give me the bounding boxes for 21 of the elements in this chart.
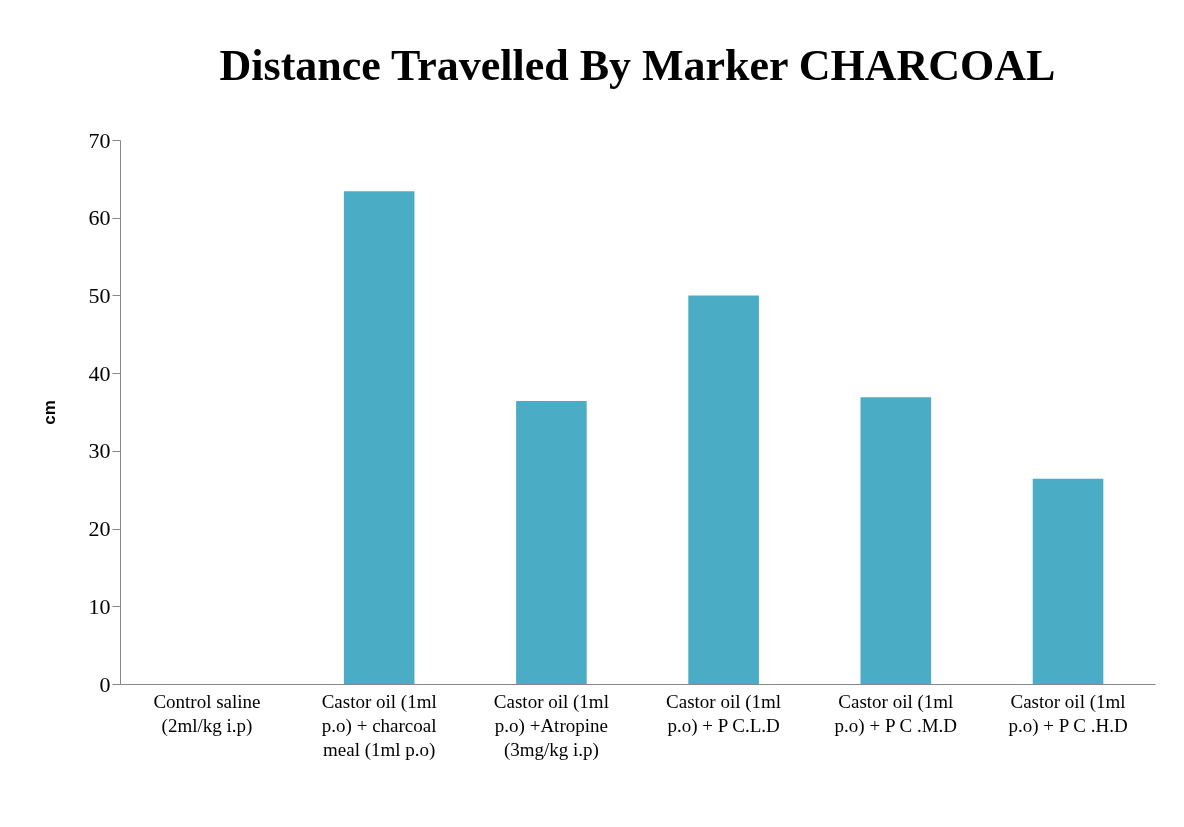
y-tick-label: 60 — [88, 205, 111, 231]
x-tick-label: Castor oil (1ml p.o) + P C .M.D — [834, 690, 958, 737]
y-tick-label: 50 — [88, 282, 111, 308]
bar — [688, 295, 759, 684]
y-tick-label: 10 — [88, 593, 111, 619]
x-tick-label: Castor oil (1ml p.o) +Atropine (3mg/kg i.p) — [493, 690, 609, 761]
x-tick-label: Castor oil (1ml p.o) + P C .H.D — [1008, 690, 1128, 737]
y-tick-label: 20 — [88, 516, 111, 542]
y-tick-label: 70 — [88, 127, 111, 153]
y-tick-label: 30 — [88, 438, 111, 464]
y-tick-label: 0 — [99, 671, 111, 697]
x-tick-label: Castor oil (1ml p.o) + P C.L.D — [666, 690, 782, 737]
y-axis-title: cm — [39, 400, 59, 425]
bar — [343, 191, 415, 684]
x-tick-label: Castor oil (1ml p.o) + charcoal meal (1ml p.o) — [321, 690, 437, 761]
bar — [860, 397, 932, 684]
bar — [1032, 478, 1104, 684]
chart-title: Distance Travelled By Marker CHARCOAL — [219, 41, 1056, 90]
y-tick-label: 40 — [88, 360, 111, 386]
bar — [516, 401, 587, 684]
x-tick-label: Control saline (2ml/kg i.p) — [153, 690, 261, 737]
